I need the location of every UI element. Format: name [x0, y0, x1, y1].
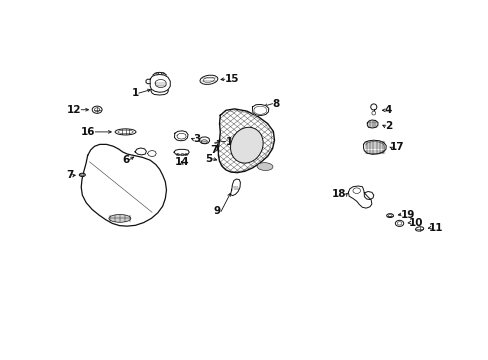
Ellipse shape — [371, 111, 375, 115]
Ellipse shape — [115, 129, 136, 135]
Polygon shape — [81, 144, 166, 226]
Text: 2: 2 — [385, 121, 391, 131]
Text: 19: 19 — [400, 210, 414, 220]
Polygon shape — [199, 137, 209, 144]
Ellipse shape — [415, 227, 423, 231]
Text: 12: 12 — [66, 105, 81, 115]
Ellipse shape — [370, 104, 376, 110]
Text: 4: 4 — [383, 105, 390, 115]
Circle shape — [395, 220, 403, 226]
Ellipse shape — [79, 173, 85, 176]
Text: 18: 18 — [331, 189, 346, 199]
Polygon shape — [147, 150, 156, 157]
Text: 15: 15 — [224, 74, 239, 84]
Polygon shape — [347, 186, 371, 208]
Polygon shape — [363, 140, 386, 154]
Polygon shape — [135, 148, 146, 155]
Text: 16: 16 — [81, 127, 95, 137]
Polygon shape — [366, 120, 377, 128]
Text: 14: 14 — [174, 157, 188, 167]
Polygon shape — [174, 149, 189, 155]
Ellipse shape — [257, 163, 272, 170]
Polygon shape — [150, 75, 170, 92]
Polygon shape — [230, 179, 240, 195]
Text: 8: 8 — [272, 99, 279, 109]
Ellipse shape — [200, 75, 218, 84]
Ellipse shape — [109, 215, 131, 222]
Text: 10: 10 — [408, 218, 423, 228]
Ellipse shape — [230, 127, 263, 163]
Text: 7: 7 — [66, 170, 73, 180]
Text: 1: 1 — [131, 88, 139, 98]
Text: 7: 7 — [209, 145, 217, 155]
Text: 17: 17 — [389, 142, 404, 152]
Polygon shape — [174, 131, 188, 141]
Text: 5: 5 — [205, 154, 212, 164]
Ellipse shape — [386, 214, 393, 217]
Polygon shape — [218, 109, 274, 173]
Text: 6: 6 — [122, 155, 129, 165]
Text: 3: 3 — [193, 134, 200, 144]
Text: 11: 11 — [428, 223, 442, 233]
Text: 9: 9 — [213, 207, 221, 216]
Polygon shape — [364, 192, 373, 199]
Text: 13: 13 — [225, 136, 240, 147]
Polygon shape — [252, 104, 268, 116]
